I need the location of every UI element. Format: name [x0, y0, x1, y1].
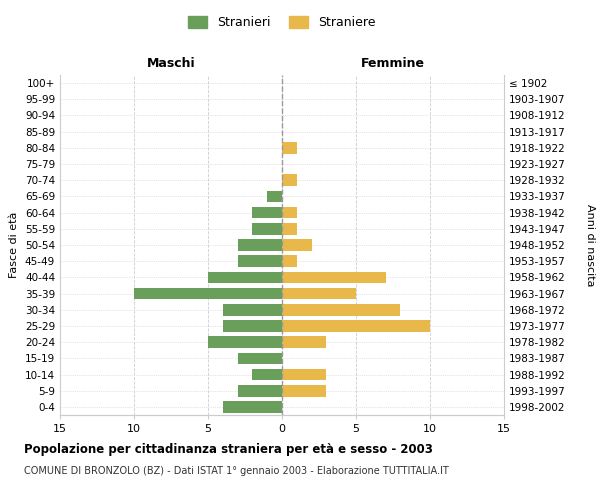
Bar	[223, 304, 282, 316]
Bar	[208, 336, 282, 348]
Bar	[282, 368, 326, 380]
Bar	[282, 336, 326, 348]
Bar	[223, 320, 282, 332]
Bar	[282, 304, 400, 316]
Bar	[282, 223, 297, 234]
Y-axis label: Fasce di età: Fasce di età	[10, 212, 19, 278]
Y-axis label: Anni di nascita: Anni di nascita	[585, 204, 595, 286]
Bar	[282, 174, 297, 186]
Bar	[282, 385, 326, 396]
Bar	[282, 272, 386, 283]
Legend: Stranieri, Straniere: Stranieri, Straniere	[184, 11, 380, 34]
Bar	[134, 288, 282, 300]
Bar	[238, 239, 282, 251]
Bar	[267, 190, 282, 202]
Text: Maschi: Maschi	[146, 57, 196, 70]
Text: Femmine: Femmine	[361, 57, 425, 70]
Bar	[253, 207, 282, 218]
Bar	[253, 223, 282, 234]
Text: COMUNE DI BRONZOLO (BZ) - Dati ISTAT 1° gennaio 2003 - Elaborazione TUTTITALIA.I: COMUNE DI BRONZOLO (BZ) - Dati ISTAT 1° …	[24, 466, 449, 476]
Bar	[282, 142, 297, 154]
Bar	[238, 352, 282, 364]
Bar	[208, 272, 282, 283]
Bar	[282, 239, 311, 251]
Text: Popolazione per cittadinanza straniera per età e sesso - 2003: Popolazione per cittadinanza straniera p…	[24, 442, 433, 456]
Bar	[253, 368, 282, 380]
Bar	[282, 256, 297, 267]
Bar	[223, 401, 282, 412]
Bar	[282, 207, 297, 218]
Bar	[238, 256, 282, 267]
Bar	[238, 385, 282, 396]
Bar	[282, 288, 356, 300]
Bar	[282, 320, 430, 332]
